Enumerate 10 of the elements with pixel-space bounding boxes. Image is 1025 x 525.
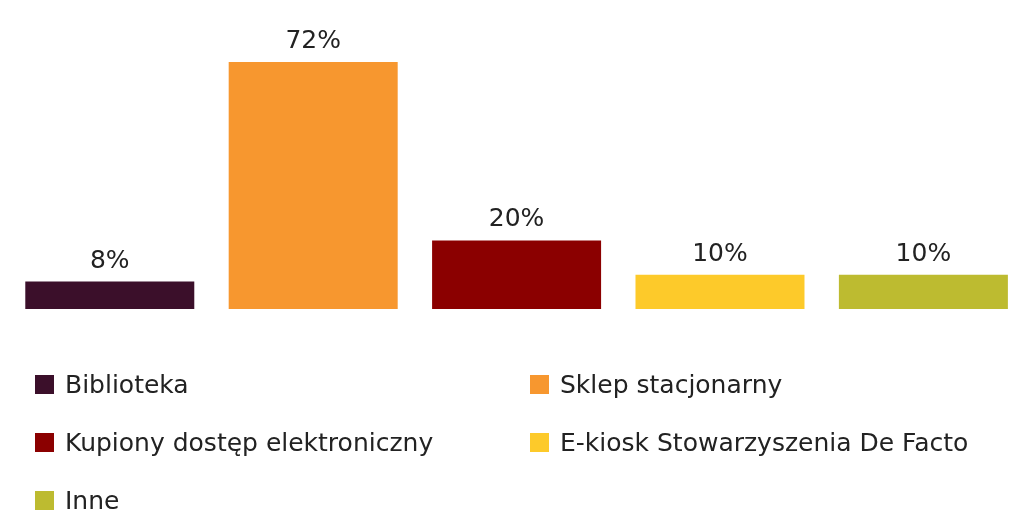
legend-label: E-kiosk Stowarzyszenia De Facto	[560, 427, 969, 457]
legend-label: Biblioteka	[65, 369, 189, 399]
legend-label: Inne	[65, 485, 120, 515]
data-label: 10%	[692, 237, 748, 267]
data-label: 8%	[89, 244, 130, 274]
data-label: 20%	[488, 203, 545, 233]
legend-label: Kupiony dostęp elektroniczny	[65, 427, 434, 457]
data-label: 72%	[285, 25, 341, 54]
legend-label: Sklep stacjonarny	[560, 369, 783, 399]
data-label: 10%	[895, 237, 952, 267]
